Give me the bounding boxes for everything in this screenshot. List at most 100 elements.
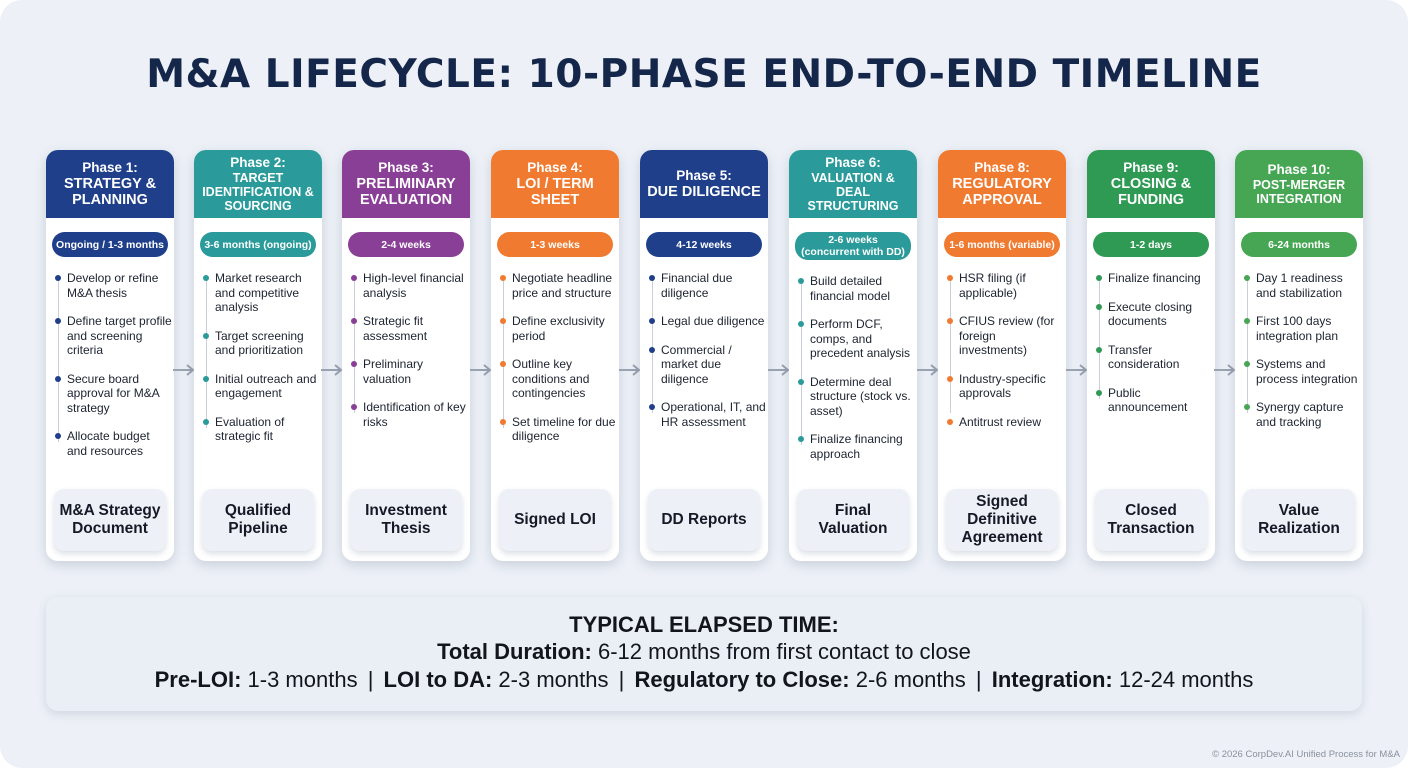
- phase-number: Phase 1:: [82, 160, 138, 175]
- activity-text: Commercial / market due diligence: [661, 342, 732, 386]
- phase-header: Phase 4: LOI / TERM SHEET: [491, 150, 619, 218]
- segment-value-loi-to-da: 2-3 months: [492, 667, 609, 692]
- activity-text: Market research and competitive analysis: [215, 271, 302, 314]
- phase-activity-item: Initial outreach and engagement: [203, 371, 321, 401]
- activity-text: Strategic fit assessment: [363, 314, 428, 343]
- phase-header: Phase 1: STRATEGY & PLANNING: [46, 150, 174, 218]
- phase-number: Phase 2:: [230, 155, 286, 170]
- summary-total-line: Total Duration: 6-12 months from first c…: [46, 638, 1362, 666]
- phase-name: TARGET IDENTIFICATION & SOURCING: [202, 171, 314, 213]
- activity-text: Antitrust review: [959, 414, 1042, 429]
- activity-text: Identification of key risks: [363, 400, 466, 429]
- phase-name: STRATEGY & PLANNING: [63, 176, 157, 208]
- bullet-dot-icon: [351, 361, 357, 367]
- bullet-dot-icon: [1244, 318, 1250, 324]
- phase-number: Phase 10:: [1267, 162, 1331, 177]
- activity-text: Systems and process integration: [1256, 357, 1358, 386]
- right-arrow-icon: [916, 363, 940, 377]
- phase-activity-item: Define exclusivity period: [500, 314, 618, 343]
- activity-text: Operational, IT, and HR assessment: [661, 400, 766, 429]
- duration-badge: 2-4 weeks: [348, 232, 464, 257]
- phase-activity-item: Perform DCF, comps, and precedent analys…: [798, 317, 916, 361]
- phase-name: VALUATION & DEAL STRUCTURING: [807, 171, 899, 213]
- deliverable-box: Signed Definitive Agreement: [946, 489, 1058, 551]
- phase-activities-list: Finalize financing Execute closing docum…: [1096, 271, 1214, 415]
- deliverable-box: Final Valuation: [797, 489, 909, 551]
- duration-badge: 2-6 weeks (concurrent with DD): [795, 232, 911, 260]
- bullet-dot-icon: [1096, 346, 1102, 353]
- activity-text: Target screening and prioritization: [215, 328, 304, 358]
- phase-activity-item: Market research and competitive analysis: [203, 271, 321, 315]
- bullet-dot-icon: [947, 318, 953, 324]
- activity-text: Initial outreach and engagement: [215, 371, 317, 401]
- phase-number: Phase 6:: [825, 155, 881, 170]
- bullet-dot-icon: [798, 321, 804, 327]
- segment-value-pre-loi: 1-3 months: [241, 667, 358, 692]
- duration-badge: 1-2 days: [1093, 232, 1209, 257]
- activity-text: Finalize financing: [1108, 271, 1201, 285]
- phase-card: Phase 1: STRATEGY & PLANNING Ongoing / 1…: [46, 150, 174, 561]
- phase-activities-list: Day 1 readiness and stabilization First …: [1244, 271, 1362, 429]
- bullet-dot-icon: [649, 275, 655, 281]
- phase-name: POST-MERGER INTEGRATION: [1252, 178, 1346, 206]
- bullet-dot-icon: [1244, 404, 1250, 410]
- phase-header: Phase 8: REGULATORY APPROVAL: [938, 150, 1066, 218]
- duration-badge: 1-3 weeks: [497, 232, 613, 257]
- activity-text: Evaluation of strategic fit: [215, 414, 285, 444]
- phase-activity-item: Identification of key risks: [351, 400, 469, 429]
- bullet-dot-icon: [500, 318, 506, 324]
- phase-header: Phase 2: TARGET IDENTIFICATION & SOURCIN…: [194, 150, 322, 218]
- activity-text: Build detailed financial model: [810, 274, 891, 303]
- activity-text: High-level financial analysis: [363, 271, 464, 300]
- phase-card: Phase 10: POST-MERGER INTEGRATION 6-24 m…: [1235, 150, 1363, 561]
- phase-activity-item: Preliminary valuation: [351, 357, 469, 386]
- segment-label-pre-loi: Pre-LOI:: [154, 667, 242, 692]
- bullet-dot-icon: [351, 318, 357, 324]
- copyright-footer: © 2026 CorpDev.AI Unified Process for M&…: [1212, 749, 1400, 760]
- phase-activities-list: HSR filing (if applicable) CFIUS review …: [947, 271, 1065, 429]
- activity-text: Develop or refine M&A thesis: [67, 271, 159, 300]
- phase-activity-item: Evaluation of strategic fit: [203, 414, 321, 444]
- phase-activity-item: Negotiate headline price and structure: [500, 271, 618, 300]
- bullet-dot-icon: [649, 318, 655, 324]
- bullet-dot-icon: [1096, 389, 1102, 396]
- phase-activity-item: CFIUS review (for foreign investments): [947, 314, 1065, 358]
- bullet-dot-icon: [798, 278, 804, 284]
- phase-number: Phase 5:: [676, 168, 732, 183]
- duration-badge: 4-12 weeks: [646, 232, 762, 257]
- bullet-dot-icon: [798, 436, 804, 442]
- phase-activity-item: Allocate budget and resources: [55, 429, 173, 458]
- separator: |: [367, 667, 374, 692]
- phase-activity-item: Commercial / market due diligence: [649, 342, 767, 387]
- bullet-dot-icon: [1096, 275, 1102, 281]
- right-arrow-icon: [469, 363, 493, 377]
- separator: |: [618, 667, 625, 692]
- bullet-dot-icon: [55, 275, 61, 281]
- phase-activity-item: Develop or refine M&A thesis: [55, 271, 173, 300]
- elapsed-time-summary: TYPICAL ELAPSED TIME: Total Duration: 6-…: [46, 597, 1362, 711]
- segment-label-loi-to-da: LOI to DA:: [383, 667, 493, 692]
- phase-header: Phase 10: POST-MERGER INTEGRATION: [1235, 150, 1363, 218]
- bullet-dot-icon: [203, 375, 209, 382]
- phase-activities-list: Market research and competitive analysis…: [203, 271, 321, 444]
- phase-name: LOI / TERM SHEET: [516, 176, 594, 208]
- bullet-dot-icon: [649, 404, 655, 410]
- phase-activities-list: Financial due diligence Legal due dilige…: [649, 271, 767, 429]
- phase-activity-item: HSR filing (if applicable): [947, 271, 1065, 300]
- phase-activity-item: Industry-specific approvals: [947, 372, 1065, 401]
- phase-activity-item: First 100 days integration plan: [1244, 314, 1362, 343]
- bullet-dot-icon: [1244, 275, 1250, 281]
- phase-activity-item: Strategic fit assessment: [351, 314, 469, 343]
- bullet-dot-icon: [203, 275, 209, 281]
- phase-card: Phase 5: DUE DILIGENCE 4-12 weeks Financ…: [640, 150, 768, 561]
- phase-activities-list: Develop or refine M&A thesis Define targ…: [55, 271, 173, 458]
- bullet-dot-icon: [500, 361, 506, 367]
- segment-value-integration: 12-24 months: [1112, 667, 1254, 692]
- phase-activity-item: Finalize financing: [1096, 271, 1214, 286]
- phase-activity-item: Outline key conditions and contingencies: [500, 357, 618, 401]
- phase-activity-item: Financial due diligence: [649, 271, 767, 300]
- phase-activities-list: High-level financial analysis Strategic …: [351, 271, 469, 429]
- activity-text: Outline key conditions and contingencies: [512, 357, 590, 400]
- phase-number: Phase 3:: [378, 160, 434, 175]
- duration-badge: 3-6 months (ongoing): [200, 232, 316, 257]
